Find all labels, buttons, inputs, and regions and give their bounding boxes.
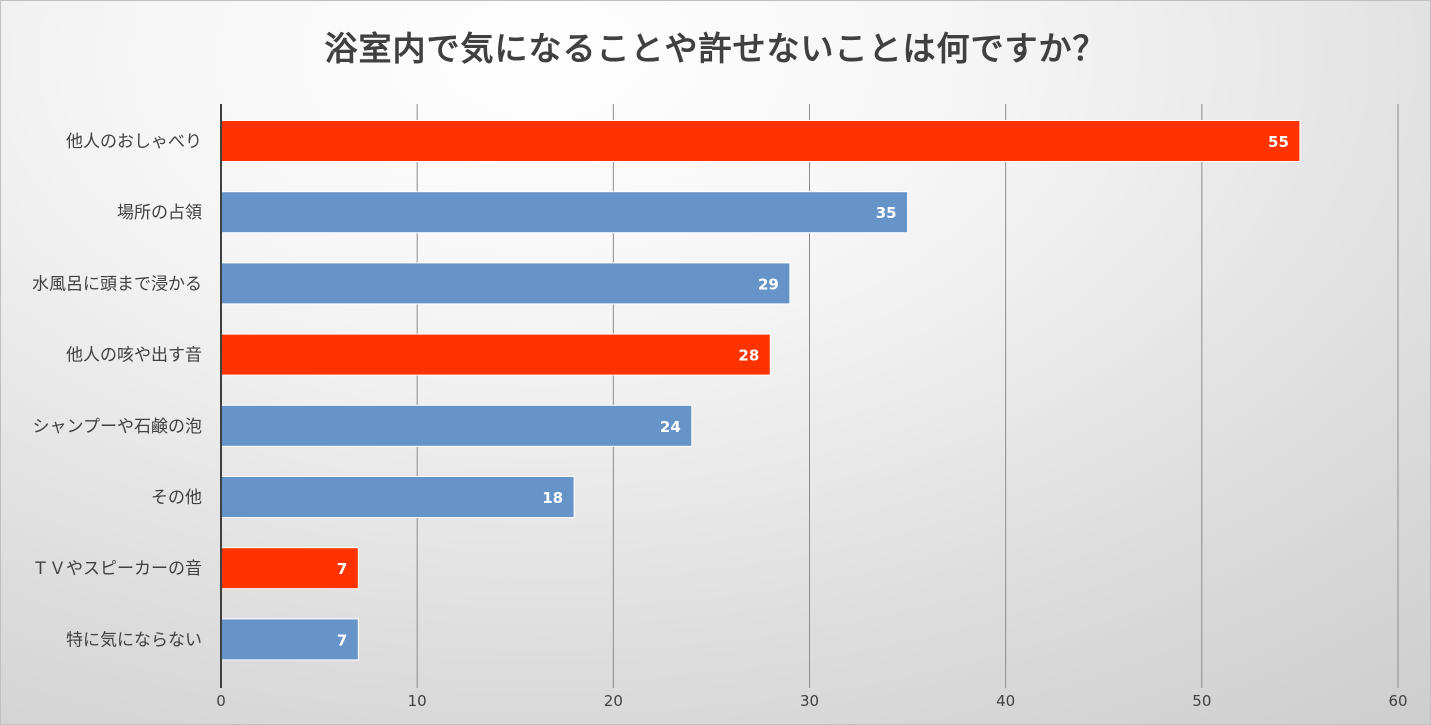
x-tick-label: 50 <box>1192 692 1211 710</box>
category-label: ＴＶやスピーカーの音 <box>32 559 202 579</box>
category-label: 他人の咳や出す音 <box>66 346 202 366</box>
x-tick-label: 30 <box>800 692 819 710</box>
x-tick-label: 60 <box>1388 692 1407 710</box>
bar <box>220 333 771 376</box>
data-label: 18 <box>542 489 563 507</box>
data-label: 55 <box>1268 133 1289 151</box>
x-tick-label: 20 <box>604 692 623 710</box>
data-label: 24 <box>660 418 681 436</box>
data-label: 29 <box>758 275 779 293</box>
bar <box>220 262 791 305</box>
bar <box>220 191 909 234</box>
data-label: 35 <box>876 204 897 222</box>
bars <box>220 120 1301 661</box>
category-label: シャンプーや石鹸の泡 <box>33 417 203 437</box>
x-tick-label: 40 <box>996 692 1015 710</box>
bar <box>220 120 1301 162</box>
x-tick-label: 10 <box>408 692 427 710</box>
category-label: 場所の占領 <box>117 203 202 223</box>
bar <box>220 618 359 661</box>
category-label: その他 <box>151 488 202 508</box>
labels: 0 10 20 30 40 50 60 55 他人のおしゃべり 35 場所の占領 29 水風呂に頭まで浸… <box>32 132 1408 710</box>
bar <box>220 476 575 518</box>
category-label: 特に気にならない <box>66 630 202 650</box>
data-label: 28 <box>738 347 759 365</box>
chart-title: 浴室内で気になることや許せないことは何ですか？ <box>324 29 1107 68</box>
category-label: 他人のおしゃべり <box>66 132 202 152</box>
x-tick-label: 0 <box>216 692 226 710</box>
category-label: 水風呂に頭まで浸かる <box>32 274 202 294</box>
bar <box>220 404 693 447</box>
data-label: 7 <box>337 631 347 649</box>
data-label: 7 <box>337 560 347 578</box>
